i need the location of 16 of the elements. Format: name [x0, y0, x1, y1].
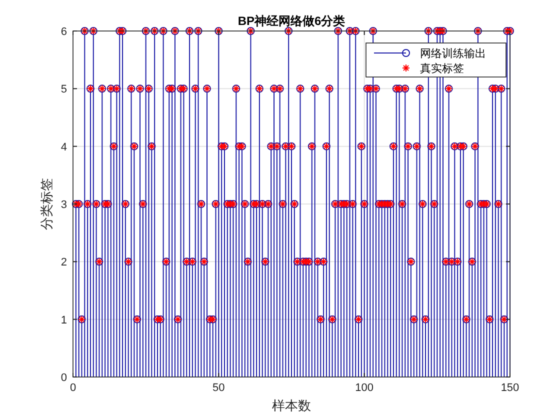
y-axis-title: 分类标签 — [39, 178, 54, 230]
y-tick-label: 2 — [60, 256, 67, 269]
y-tick-label: 1 — [60, 314, 67, 326]
x-axis-title: 样本数 — [272, 398, 311, 413]
legend-label: 网络训练输出 — [420, 47, 486, 60]
y-tick-label: 5 — [60, 84, 67, 96]
y-tick-label: 0 — [60, 372, 67, 384]
chart-title: BP神经网络做6分类 — [238, 14, 346, 28]
x-tick-label: 50 — [212, 382, 225, 394]
legend-label: 真实标签 — [420, 62, 464, 75]
x-tick-label: 0 — [70, 382, 76, 394]
y-tick-label: 4 — [60, 141, 67, 154]
y-tick-label: 6 — [60, 26, 67, 38]
x-tick-label: 100 — [355, 382, 374, 394]
x-tick-label: 150 — [500, 382, 520, 394]
y-tick-label: 3 — [60, 199, 67, 211]
